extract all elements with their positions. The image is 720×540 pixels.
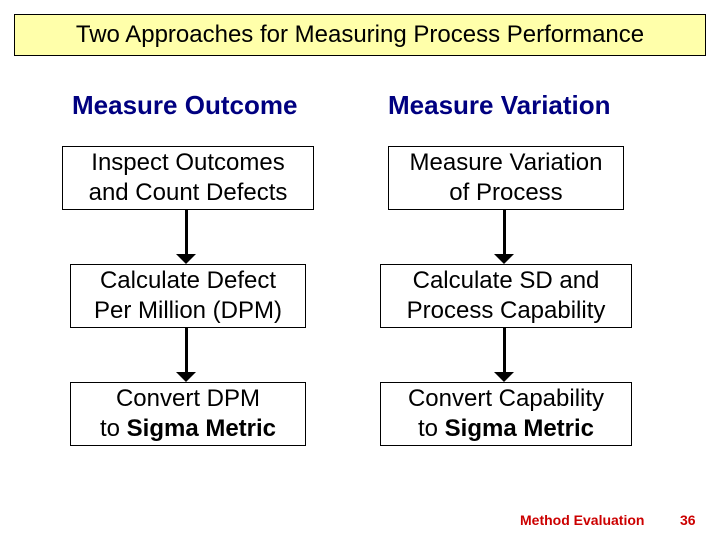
arrow-head-1 xyxy=(176,372,196,382)
slide-title-box: Two Approaches for Measuring Process Per… xyxy=(14,14,706,56)
column-header-right: Measure Variation xyxy=(388,90,611,121)
footer-label: Method Evaluation xyxy=(520,512,644,528)
left-step-3-text: Convert DPMto Sigma Metric xyxy=(100,384,276,444)
left-step-1-text: Inspect Outcomesand Count Defects xyxy=(89,148,288,208)
slide-title-text: Two Approaches for Measuring Process Per… xyxy=(76,21,644,49)
left-step-3: Convert DPMto Sigma Metric xyxy=(70,382,306,446)
arrow-head-0 xyxy=(176,254,196,264)
arrow-stem-0 xyxy=(185,210,188,254)
arrow-head-2 xyxy=(494,254,514,264)
left-step-1: Inspect Outcomesand Count Defects xyxy=(62,146,314,210)
arrow-stem-2 xyxy=(503,210,506,254)
right-step-2-text: Calculate SD andProcess Capability xyxy=(407,266,606,326)
arrow-stem-1 xyxy=(185,328,188,372)
right-step-3-text: Convert Capabilityto Sigma Metric xyxy=(408,384,604,444)
column-header-left: Measure Outcome xyxy=(72,90,297,121)
left-step-2-text: Calculate DefectPer Million (DPM) xyxy=(94,266,282,326)
arrow-stem-3 xyxy=(503,328,506,372)
right-step-1-text: Measure Variationof Process xyxy=(410,148,603,208)
arrow-head-3 xyxy=(494,372,514,382)
right-step-3: Convert Capabilityto Sigma Metric xyxy=(380,382,632,446)
right-step-2: Calculate SD andProcess Capability xyxy=(380,264,632,328)
left-step-2: Calculate DefectPer Million (DPM) xyxy=(70,264,306,328)
right-step-1: Measure Variationof Process xyxy=(388,146,624,210)
footer-page-number: 36 xyxy=(680,512,696,528)
